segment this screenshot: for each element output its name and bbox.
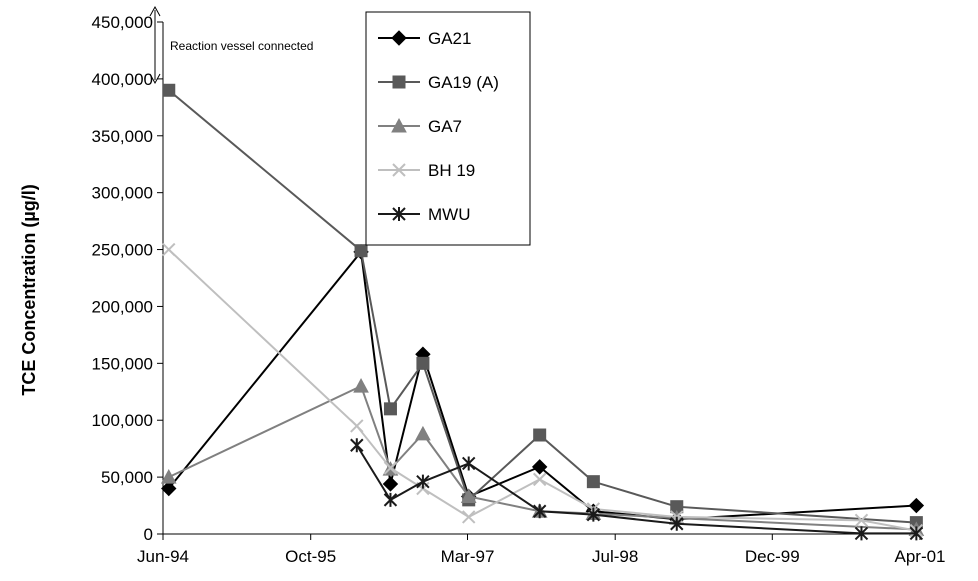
y-tick-label: 0 [144, 525, 153, 544]
data-point [586, 507, 601, 522]
x-tick-label: Jun-94 [137, 547, 189, 566]
series-line [168, 89, 917, 524]
series-1 [162, 83, 923, 530]
series-4 [350, 438, 924, 541]
series-layer [160, 83, 925, 541]
data-point [382, 476, 399, 492]
legend-label: GA7 [428, 117, 462, 136]
data-point [531, 459, 548, 475]
legend-swatch-marker [392, 207, 406, 221]
data-point [354, 244, 368, 258]
y-tick-label: 200,000 [92, 297, 153, 316]
data-point [162, 83, 176, 97]
data-point [350, 419, 364, 433]
series-line [167, 249, 917, 521]
series-line [168, 248, 917, 532]
annotation-arrowhead-up [149, 5, 161, 17]
legend-item: GA7 [378, 117, 462, 136]
data-point [160, 469, 177, 484]
data-point [383, 492, 398, 507]
data-point [586, 475, 600, 489]
data-point [532, 472, 547, 487]
data-point [670, 516, 684, 531]
x-tick-label: Oct-95 [285, 547, 336, 566]
data-point [383, 461, 398, 475]
y-tick-label: 450,000 [92, 13, 153, 32]
annotation-text: Reaction vessel connected [170, 39, 313, 53]
y-tick-label: 150,000 [92, 354, 153, 373]
annotation: Reaction vessel connected [149, 5, 313, 85]
y-tick-label: 50,000 [101, 468, 153, 487]
data-point [854, 513, 869, 528]
data-point [415, 425, 431, 441]
legend-item: GA21 [378, 29, 471, 48]
legend-item: BH 19 [378, 161, 475, 180]
data-point [383, 402, 397, 416]
data-point [161, 480, 177, 497]
series-3 [162, 242, 924, 538]
y-tick-label: 100,000 [92, 411, 153, 430]
x-axis-ticks: Jun-94 Oct-95 Mar-97 Jul-98 Dec-99 Apr-01 [137, 534, 946, 566]
y-tick-label: 300,000 [92, 184, 153, 203]
series-0 [161, 244, 925, 527]
legend-item: MWU [378, 205, 470, 224]
x-tick-label: Mar-97 [441, 547, 495, 566]
legend-item: GA19 (A) [378, 73, 499, 92]
y-axis-ticks: 0 50,000 100,000 150,000 200,000 250,000 300,0… [92, 13, 163, 544]
legend-label: MWU [428, 205, 470, 224]
data-point [909, 526, 924, 541]
x-tick-label: Apr-01 [894, 547, 945, 566]
x-tick-label: Jul-98 [592, 547, 638, 566]
y-tick-label: 400,000 [92, 70, 153, 89]
data-point [908, 497, 925, 514]
x-tick-label: Dec-99 [745, 547, 800, 566]
y-tick-label: 250,000 [92, 241, 153, 260]
data-point [533, 428, 547, 442]
legend-swatch-marker [392, 163, 406, 177]
data-point [416, 356, 430, 370]
data-point [350, 438, 364, 453]
annotation-arrowhead-down [149, 73, 161, 85]
legend-swatch-marker [392, 75, 406, 89]
data-point [462, 510, 476, 524]
data-point [854, 526, 869, 541]
legend-label: GA19 (A) [428, 73, 499, 92]
data-point [532, 504, 547, 519]
y-tick-label: 350,000 [92, 127, 153, 146]
legend-swatch-marker [391, 117, 407, 133]
legend: GA21 GA19 (A) GA7 BH 19 MWU [365, 11, 531, 246]
data-point [162, 242, 176, 257]
data-point [460, 488, 477, 503]
data-point [462, 456, 476, 471]
data-point [353, 378, 369, 393]
legend-swatch-marker [391, 30, 407, 46]
legend-label: GA21 [428, 29, 471, 48]
y-axis-title: TCE Concentration (µg/l) [19, 184, 39, 395]
legend-label: BH 19 [428, 161, 475, 180]
data-point [416, 474, 430, 489]
